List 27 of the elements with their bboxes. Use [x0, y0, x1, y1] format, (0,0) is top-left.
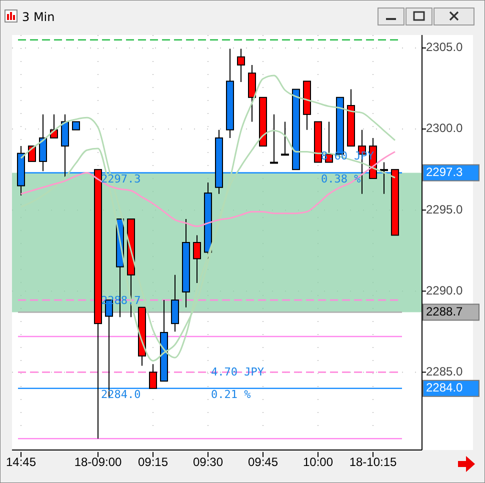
candlestick	[281, 121, 289, 156]
y-tick-label: 2290.0	[426, 283, 464, 298]
annotation: 4.70 JPY	[211, 365, 264, 378]
candlestick	[39, 114, 47, 172]
x-tick-label: 18-10:15	[349, 455, 398, 469]
x-tick-label: 10:00	[302, 455, 334, 469]
y-tick-label: 2285.0	[426, 364, 464, 378]
annotation: 0.21 %	[211, 388, 252, 402]
chart-title: 3 Min	[22, 10, 55, 24]
ref-line-label: 2297.3	[426, 164, 464, 179]
candlestick	[149, 364, 157, 389]
x-tick-label: 14:45	[6, 455, 36, 469]
ref-line-label: 2284.0	[426, 380, 464, 395]
candlestick	[237, 48, 245, 83]
x-tick-label: 09:30	[192, 455, 224, 469]
x-tick-label: 18-09:00	[74, 455, 122, 469]
ref-line-label: 2288.7	[426, 304, 464, 318]
candlestick	[270, 114, 278, 164]
x-tick-label: 09:15	[138, 455, 168, 469]
y-tick-label: 2300.0	[426, 121, 464, 136]
line-series	[20, 150, 396, 228]
candlestick	[380, 162, 388, 194]
x-tick-label: 09:45	[248, 455, 278, 469]
y-tick-label: 2305.0	[426, 40, 464, 54]
candlestick	[193, 234, 201, 284]
y-tick-label: 2295.0	[426, 202, 464, 216]
candlestick	[171, 274, 179, 332]
